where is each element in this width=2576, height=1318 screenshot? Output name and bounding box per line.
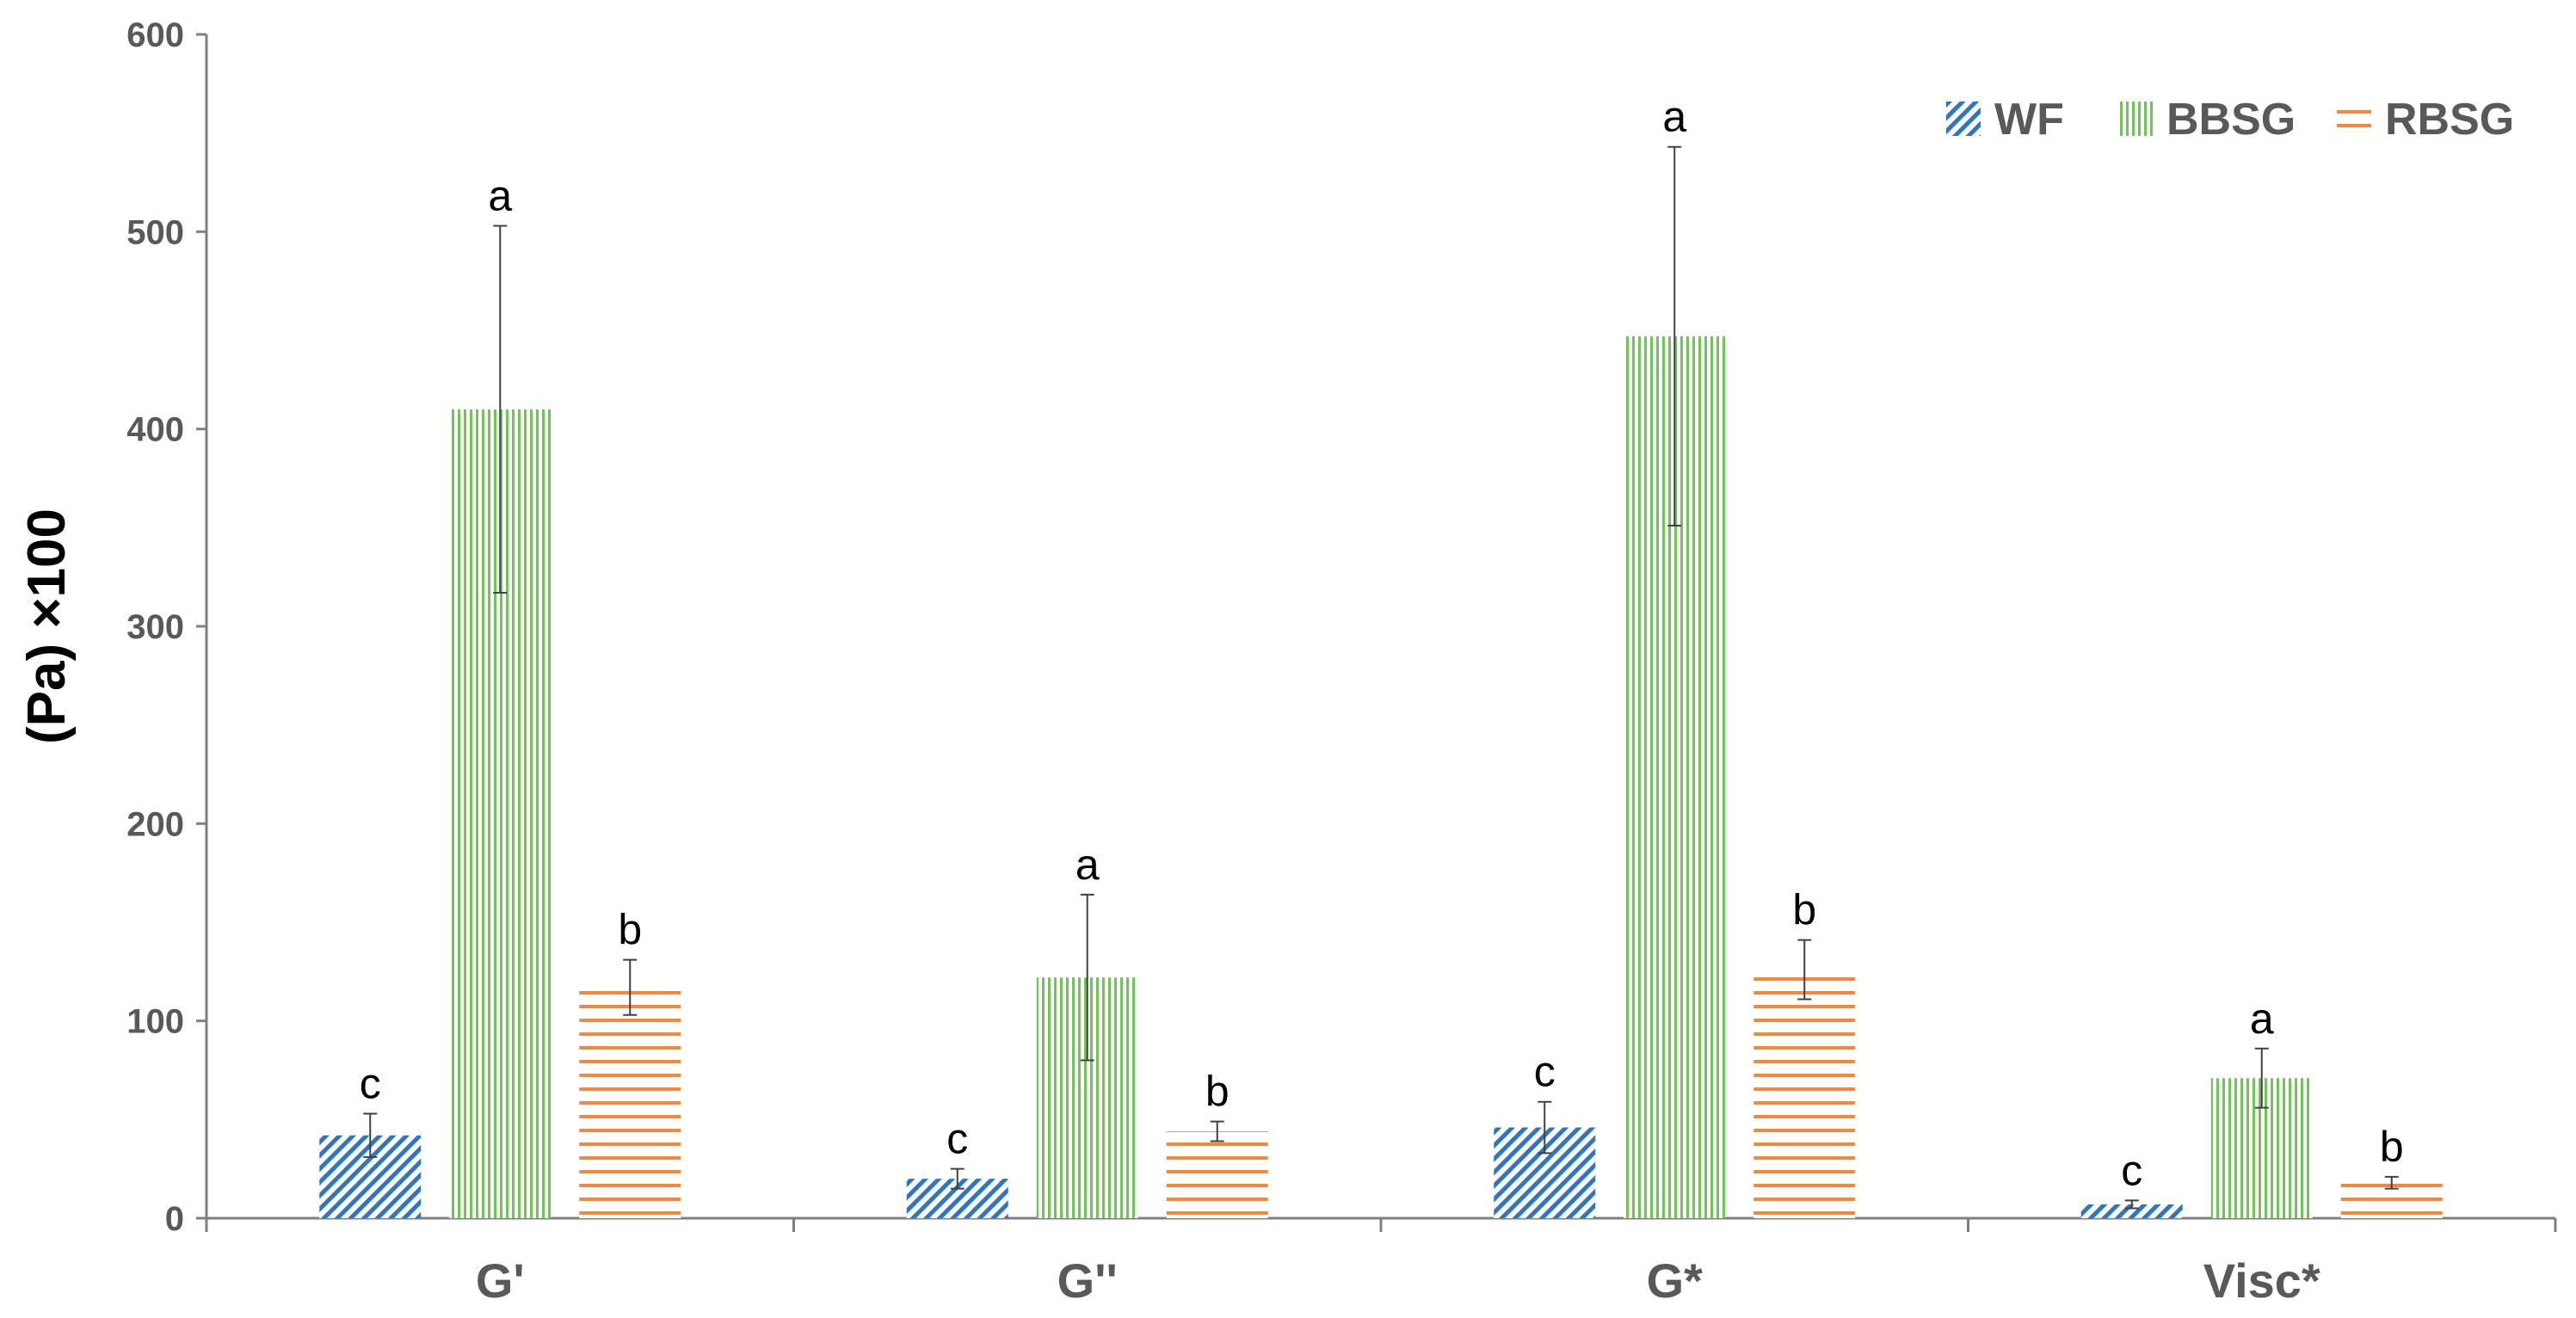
legend-swatch-wf [1946, 102, 1981, 136]
significance-letter: a [1075, 841, 1100, 889]
y-tick-label: 400 [126, 411, 184, 449]
significance-letter: b [618, 906, 642, 954]
plot-area: 0 100 200 300 400 500 600 G' G'' G* Visc* c c c c a a a… [126, 16, 2557, 1308]
y-tick-label: 300 [126, 608, 184, 646]
legend-swatch-rbsg [2337, 102, 2371, 136]
x-ticks: G' G'' G* Visc* [205, 1218, 2557, 1308]
y-tick-label: 100 [126, 1003, 184, 1041]
y-tick-label: 0 [165, 1200, 184, 1238]
y-tick-label: 200 [126, 805, 184, 843]
legend-label-bbsg: BBSG [2166, 95, 2296, 145]
y-tick-label: 600 [126, 16, 184, 54]
bar-rbsg-1 [1166, 1131, 1268, 1218]
category-label: Visc* [2203, 1253, 2320, 1308]
significance-letter: c [1534, 1048, 1556, 1096]
significance-letter: b [1792, 886, 1816, 934]
category-label: G' [476, 1253, 525, 1308]
legend: WF BBSG RBSG [1946, 95, 2514, 145]
significance-letter: a [2250, 995, 2274, 1043]
significance-letter: a [488, 171, 512, 219]
significance-labels: c c c c a a a a b b b b [360, 93, 2404, 1195]
significance-letter: c [360, 1059, 381, 1107]
bar-rbsg-0 [579, 987, 681, 1218]
y-ticks: 0 100 200 300 400 500 600 [126, 16, 206, 1238]
legend-label-wf: WF [1994, 95, 2064, 145]
category-label: G* [1647, 1253, 1704, 1308]
significance-letter: c [2121, 1146, 2142, 1194]
y-tick-label: 500 [126, 213, 184, 251]
category-label: G'' [1057, 1253, 1118, 1308]
legend-swatch-bbsg [2118, 102, 2153, 136]
significance-letter: b [1205, 1068, 1229, 1116]
significance-letter: c [946, 1115, 968, 1163]
significance-letter: a [1662, 93, 1686, 141]
bar-rbsg-2 [1753, 970, 1856, 1218]
bars [319, 336, 2443, 1218]
legend-label-rbsg: RBSG [2385, 95, 2514, 145]
significance-letter: b [2380, 1123, 2404, 1171]
y-axis-title: (Pa) ×100 [17, 508, 77, 744]
bar-wf-3 [2080, 1204, 2183, 1218]
error-bars [363, 145, 2399, 1210]
